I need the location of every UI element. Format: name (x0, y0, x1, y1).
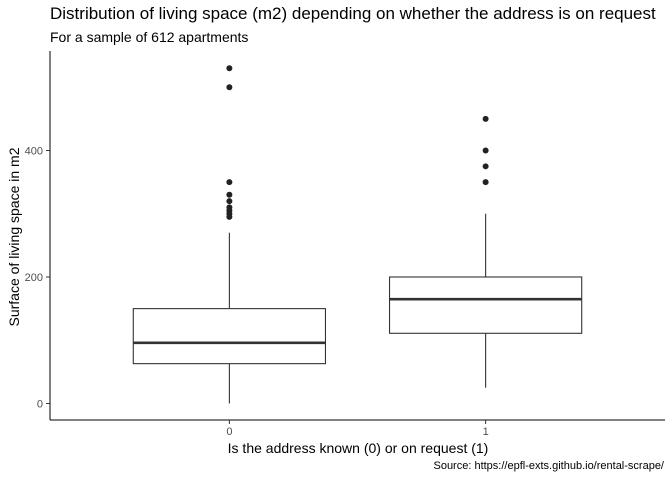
y-tick-label: 0 (37, 399, 43, 411)
outlier-point (226, 179, 233, 186)
chart-title: Distribution of living space (m2) depend… (50, 4, 656, 23)
outlier-point (226, 198, 233, 205)
box-group-0 (132, 65, 327, 404)
iqr-box (388, 276, 583, 334)
y-tick-label: 400 (25, 146, 43, 158)
y-axis-label: Surface of living space in m2 (6, 147, 22, 327)
box-group-1 (388, 115, 583, 388)
outlier-point (482, 115, 489, 122)
x-tick-label: 1 (483, 426, 489, 438)
outlier-point (482, 163, 489, 170)
outlier-point (226, 204, 233, 211)
chart-subtitle: For a sample of 612 apartments (50, 29, 249, 45)
outlier-point (226, 84, 233, 91)
x-axis-label: Is the address known (0) or on request (… (227, 440, 489, 456)
iqr-box (132, 308, 327, 365)
y-tick-label: 200 (25, 272, 43, 284)
outlier-point (226, 191, 233, 198)
outlier-point (482, 179, 489, 186)
outlier-point (226, 65, 233, 72)
x-tick-label: 0 (226, 426, 232, 438)
chart-caption: Source: https://epfl-exts.github.io/rent… (433, 460, 664, 472)
outlier-point (482, 147, 489, 154)
